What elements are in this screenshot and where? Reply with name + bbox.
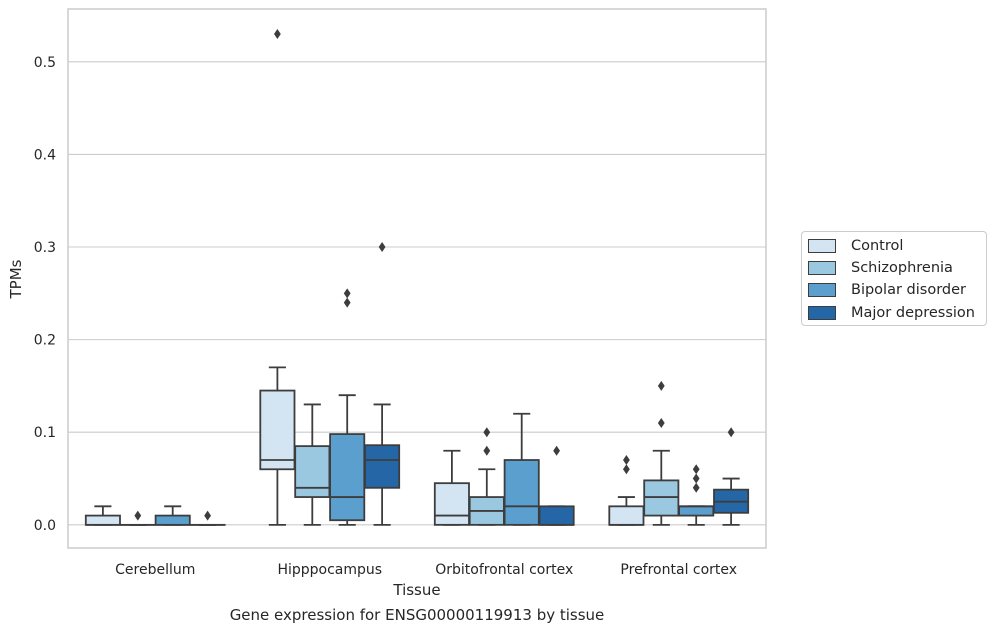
- box-groups: [84, 29, 750, 526]
- box-major-depression-prefrontal-cortex-outlier-0: [727, 427, 735, 438]
- y-tick-label-4: 0.4: [34, 147, 56, 163]
- y-tick-label-5: 0.5: [34, 55, 56, 71]
- box-bipolar-disorder-orbitofrontal-cortex-body: [503, 459, 540, 526]
- box-major-depression-orbitofrontal-cortex-outlier-0: [553, 445, 560, 456]
- x-tick-label-cerebellum: Cerebellum: [115, 562, 195, 578]
- box-schizophrenia-prefrontal-cortex-outlier-0: [657, 417, 665, 428]
- figure-caption: Gene expression for ENSG00000119913 by t…: [229, 606, 605, 624]
- box-bipolar-disorder-orbitofrontal-cortex: [503, 412, 540, 526]
- box-bipolar-disorder-prefrontal-cortex-outlier-0: [692, 482, 700, 493]
- box-schizophrenia-orbitofrontal-cortex: [468, 427, 505, 526]
- box-control-cerebellum: [84, 505, 121, 526]
- box-control-hipppocampus: [259, 29, 296, 526]
- box-schizophrenia-hipppocampus: [294, 403, 331, 526]
- box-bipolar-disorder-prefrontal-cortex: [678, 464, 715, 526]
- y-tick-label-3: 0.3: [34, 240, 56, 256]
- box-bipolar-disorder-cerebellum: [154, 505, 191, 526]
- y-tick-label-2: 0.2: [34, 333, 56, 349]
- box-major-depression-hipppocampus-body: [364, 444, 401, 489]
- box-bipolar-disorder-hipppocampus: [329, 288, 366, 526]
- legend-swatch-control: [808, 239, 836, 253]
- box-major-depression-cerebellum-outlier-0: [204, 510, 211, 521]
- legend-label-bipolar-disorder: Bipolar disorder: [851, 282, 966, 298]
- box-schizophrenia-prefrontal-cortex-body: [643, 479, 680, 517]
- y-tick-label-1: 0.1: [34, 425, 56, 441]
- legend-swatch-major-depression: [808, 306, 836, 320]
- plot-frame: [67, 8, 767, 549]
- box-control-prefrontal-cortex-outlier-0: [623, 464, 630, 475]
- box-bipolar-disorder-prefrontal-cortex-outlier-1: [692, 473, 700, 484]
- box-bipolar-disorder-cerebellum-body: [154, 514, 191, 526]
- box-schizophrenia-orbitofrontal-cortex-outlier-1: [483, 427, 491, 438]
- box-bipolar-disorder-hipppocampus-outlier-0: [343, 297, 351, 308]
- box-major-depression-hipppocampus: [364, 242, 401, 526]
- legend-item-major-depression: Major depression: [808, 302, 975, 324]
- x-tick-label-prefrontal-cortex: Prefrontal cortex: [620, 562, 737, 578]
- box-schizophrenia-cerebellum: [119, 510, 156, 526]
- legend-label-major-depression: Major depression: [851, 305, 975, 321]
- legend-item-bipolar-disorder: Bipolar disorder: [808, 279, 966, 301]
- legend-item-schizophrenia: Schizophrenia: [808, 257, 953, 279]
- box-major-depression-hipppocampus-outlier-0: [378, 242, 386, 253]
- x-tick-label-orbitofrontal-cortex: Orbitofrontal cortex: [435, 562, 573, 578]
- box-major-depression-orbitofrontal-cortex-body: [538, 505, 575, 526]
- legend-label-schizophrenia: Schizophrenia: [851, 260, 953, 276]
- box-control-orbitofrontal-cortex: [433, 449, 470, 526]
- legend: Control Schizophrenia Bipolar disorder M…: [801, 231, 987, 326]
- box-schizophrenia-cerebellum-outlier-0: [134, 510, 142, 521]
- box-bipolar-disorder-hipppocampus-outlier-1: [343, 288, 351, 299]
- box-control-prefrontal-cortex: [608, 455, 645, 526]
- box-schizophrenia-hipppocampus-body: [294, 445, 331, 498]
- box-major-depression-orbitofrontal-cortex: [538, 445, 575, 526]
- legend-swatch-bipolar-disorder: [808, 283, 836, 297]
- legend-swatch-schizophrenia: [808, 261, 836, 275]
- box-bipolar-disorder-prefrontal-cortex-body: [678, 505, 715, 517]
- box-control-prefrontal-cortex-outlier-1: [623, 455, 630, 466]
- x-tick-label-hipppocampus: Hipppocampus: [277, 562, 382, 578]
- box-major-depression-cerebellum: [189, 510, 226, 526]
- box-control-hipppocampus-outlier-0: [274, 29, 281, 40]
- legend-item-control: Control: [808, 235, 903, 257]
- box-schizophrenia-prefrontal-cortex: [643, 380, 680, 526]
- box-schizophrenia-orbitofrontal-cortex-outlier-0: [483, 445, 491, 456]
- box-bipolar-disorder-hipppocampus-body: [329, 433, 366, 522]
- y-axis-label: TPMs: [7, 259, 25, 299]
- grid-lines: [68, 61, 766, 526]
- box-major-depression-prefrontal-cortex: [713, 427, 750, 526]
- box-schizophrenia-prefrontal-cortex-outlier-1: [657, 380, 665, 391]
- x-tick-labels: Cerebellum Hipppocampus Orbitofrontal cort…: [115, 562, 737, 578]
- box-control-orbitofrontal-cortex-body: [433, 482, 470, 526]
- box-control-prefrontal-cortex-body: [608, 505, 645, 526]
- box-control-cerebellum-body: [84, 514, 121, 526]
- legend-label-control: Control: [851, 238, 904, 254]
- y-tick-labels: 0.0 0.1 0.2 0.3 0.4 0.5: [34, 55, 56, 534]
- y-tick-label-0: 0.0: [34, 518, 56, 534]
- box-bipolar-disorder-prefrontal-cortex-outlier-2: [692, 464, 700, 475]
- box-control-hipppocampus-body: [259, 389, 296, 471]
- x-axis-label: Tissue: [392, 581, 440, 599]
